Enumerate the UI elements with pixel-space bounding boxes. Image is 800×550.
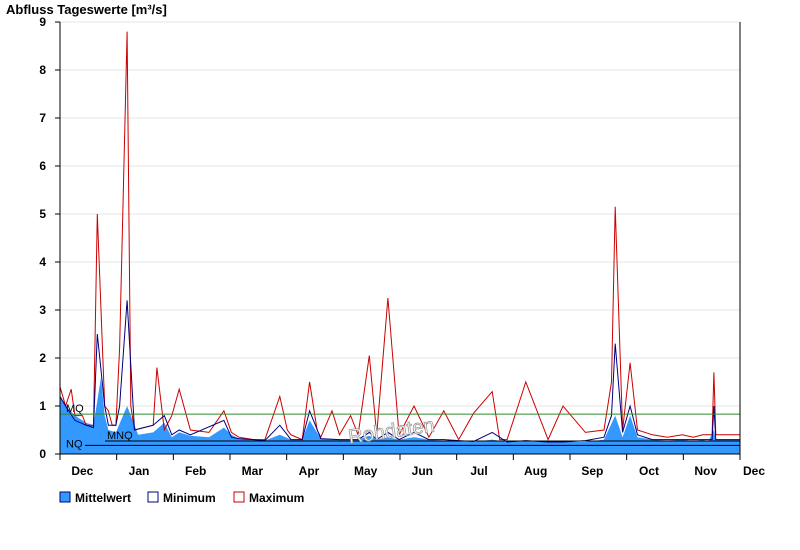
x-tick-label: Apr: [299, 464, 320, 478]
y-tick-label: 2: [39, 351, 46, 365]
legend-swatch-maximum: [233, 491, 245, 503]
plot-area: [59, 31, 740, 454]
legend-label-maximum: Maximum: [249, 491, 304, 505]
axes: [55, 21, 741, 460]
y-tick-label: 4: [39, 255, 46, 269]
y-tick-label: 3: [39, 303, 46, 317]
legend-swatch-minimum: [147, 491, 159, 503]
y-tick-label: 9: [39, 15, 46, 29]
ref-label-nq: NQ: [66, 438, 83, 450]
x-tick-label: Sep: [581, 464, 603, 478]
legend-swatch-mittelwert: [59, 491, 71, 503]
ref-label-mq: MQ: [66, 403, 84, 415]
y-tick-label: 1: [39, 399, 46, 413]
reference-lines: MQ MNQ NQ: [60, 403, 740, 450]
y-tick-label: 7: [39, 111, 46, 125]
legend-label-mittelwert: Mittelwert: [75, 491, 131, 505]
x-tick-label: Mar: [242, 464, 264, 478]
x-tick-label: Dec: [743, 464, 765, 478]
y-tick-label: 6: [39, 159, 46, 173]
x-tick-label: May: [354, 464, 378, 478]
x-tick-label: Dec: [71, 464, 93, 478]
x-tick-label: Jun: [412, 464, 433, 478]
x-tick-label: Nov: [694, 464, 717, 478]
tick-labels: 0 1 2 3 4 5 6 7 8 9 Dec Jan Feb Mar Apr May Jun Jul Aug Sep…: [39, 15, 765, 478]
y-tick-label: 5: [39, 207, 46, 221]
x-tick-label: Jul: [470, 464, 487, 478]
x-tick-label: Feb: [185, 464, 206, 478]
chart-title: Abfluss Tageswerte [m³/s]: [6, 2, 167, 17]
series-maximum-line: [59, 31, 740, 441]
x-tick-label: Jan: [129, 464, 150, 478]
x-tick-label: Aug: [524, 464, 547, 478]
ref-label-mnq: MNQ: [107, 430, 133, 442]
y-tick-label: 8: [39, 63, 46, 77]
legend-label-minimum: Minimum: [163, 491, 216, 505]
x-tick-label: Oct: [639, 464, 659, 478]
legend: Mittelwert Minimum Maximum: [59, 491, 304, 505]
series-mittelwert-area: [60, 377, 740, 454]
grid-lines: [60, 21, 740, 407]
series-minimum-line: [59, 300, 740, 443]
y-tick-label: 0: [39, 447, 46, 461]
